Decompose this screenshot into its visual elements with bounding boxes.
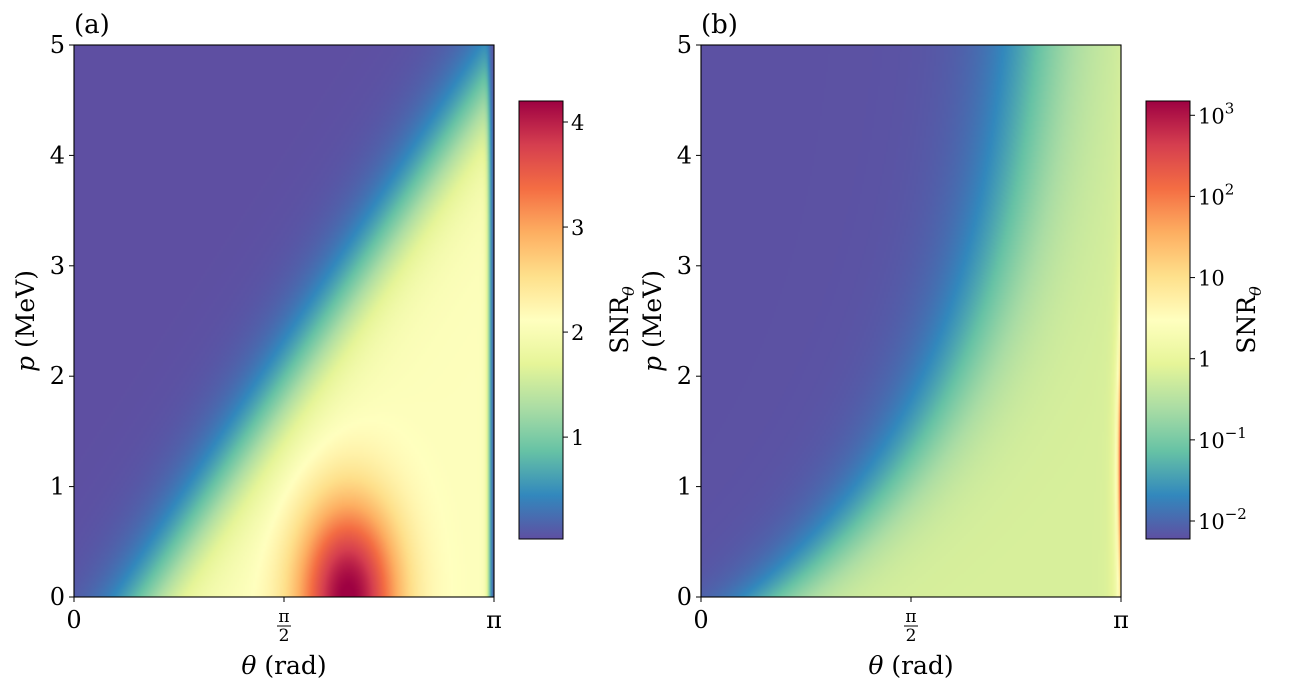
- y-tick-label: 2: [677, 362, 692, 390]
- colorbar-tick-label: 103: [1198, 99, 1234, 128]
- y-tick-label: 2: [50, 362, 65, 390]
- y-tick-label: 0: [677, 583, 692, 611]
- y-tick-label: 3: [50, 252, 65, 280]
- svg-text:2: 2: [906, 626, 917, 646]
- colorbar-tick-label: 10−2: [1198, 505, 1247, 534]
- colorbar-tick-label: 10: [1198, 267, 1225, 291]
- y-tick-label: 0: [50, 583, 65, 611]
- colorbar: [518, 100, 564, 540]
- colorbar-tick-label: 3: [571, 216, 584, 240]
- svg-text:2: 2: [279, 626, 290, 646]
- y-tick-label: 4: [677, 141, 692, 169]
- y-tick-label: 5: [677, 31, 692, 59]
- colorbar-tick-label: 10−1: [1198, 424, 1247, 453]
- colorbar: [1145, 100, 1191, 540]
- y-tick-label: 3: [677, 252, 692, 280]
- panel-label: (b): [701, 10, 738, 40]
- x-tick-label: 0: [693, 606, 708, 634]
- y-tick-label: 1: [50, 473, 65, 501]
- svg-text:π: π: [278, 607, 289, 627]
- x-tick-label: π: [486, 606, 502, 634]
- colorbar-tick-label: 4: [571, 111, 584, 135]
- y-axis-label: p (MeV): [638, 270, 667, 372]
- x-axis-label: θ (rad): [868, 651, 953, 680]
- heatmap-image: [701, 45, 1121, 597]
- y-tick-label: 4: [50, 141, 65, 169]
- colorbar-tick-label: 1: [1198, 348, 1211, 372]
- panel-label: (a): [74, 10, 110, 40]
- colorbar-tick-label: 1: [571, 426, 584, 450]
- x-tick-label: π2: [904, 607, 918, 646]
- colorbar-tick-label: 2: [571, 321, 584, 345]
- x-tick-label: 0: [66, 606, 81, 634]
- y-tick-label: 5: [50, 31, 65, 59]
- colorbar-label: SNRθ: [605, 286, 638, 354]
- x-tick-label: π2: [277, 607, 291, 646]
- x-axis-label: θ (rad): [241, 651, 326, 680]
- colorbar-tick-label: 102: [1198, 180, 1234, 209]
- x-tick-label: π: [1113, 606, 1129, 634]
- y-axis-label: p (MeV): [11, 270, 40, 372]
- svg-text:π: π: [905, 607, 916, 627]
- heatmap-image: [74, 45, 494, 597]
- y-tick-label: 1: [677, 473, 692, 501]
- colorbar-label: SNRθ: [1232, 286, 1265, 354]
